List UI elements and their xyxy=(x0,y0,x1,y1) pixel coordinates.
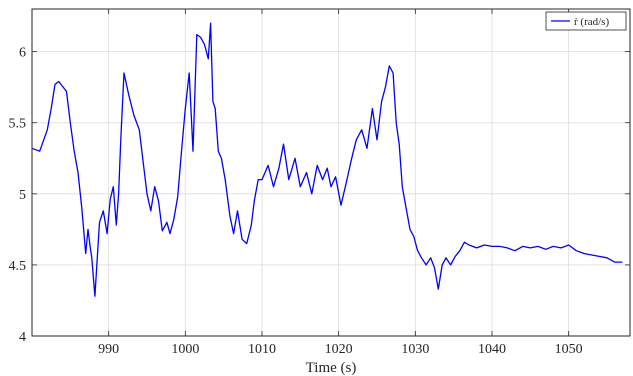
y-tick-label: 4.5 xyxy=(9,259,27,274)
legend-label: ṙ (rad/s) xyxy=(574,16,609,28)
series-layer xyxy=(31,22,623,297)
x-tick-label: 1030 xyxy=(401,342,429,357)
legend: ṙ (rad/s) xyxy=(545,11,627,31)
y-tick-label: 5 xyxy=(19,188,26,203)
y-tick-label: 4 xyxy=(19,330,26,345)
x-tick-label: 1000 xyxy=(171,342,199,357)
series-line-0 xyxy=(31,22,623,297)
grid xyxy=(32,9,630,337)
y-tick-label: 5.5 xyxy=(9,117,27,132)
y-tick-label: 6 xyxy=(19,46,26,61)
plot-background xyxy=(32,9,630,336)
x-tick-label: 990 xyxy=(98,342,119,357)
x-tick-label: 1010 xyxy=(248,342,276,357)
ticks: 990 1000 1010 1020 1030 1040 1050 4 4.5 5 5.5 6 xyxy=(9,9,630,357)
x-axis-label: Time (s) xyxy=(306,360,357,376)
x-tick-label: 1020 xyxy=(325,342,353,357)
legend-box xyxy=(545,11,627,31)
plot-frame xyxy=(31,8,631,337)
x-tick-label: 1040 xyxy=(478,342,506,357)
x-tick-label: 1050 xyxy=(555,342,583,357)
